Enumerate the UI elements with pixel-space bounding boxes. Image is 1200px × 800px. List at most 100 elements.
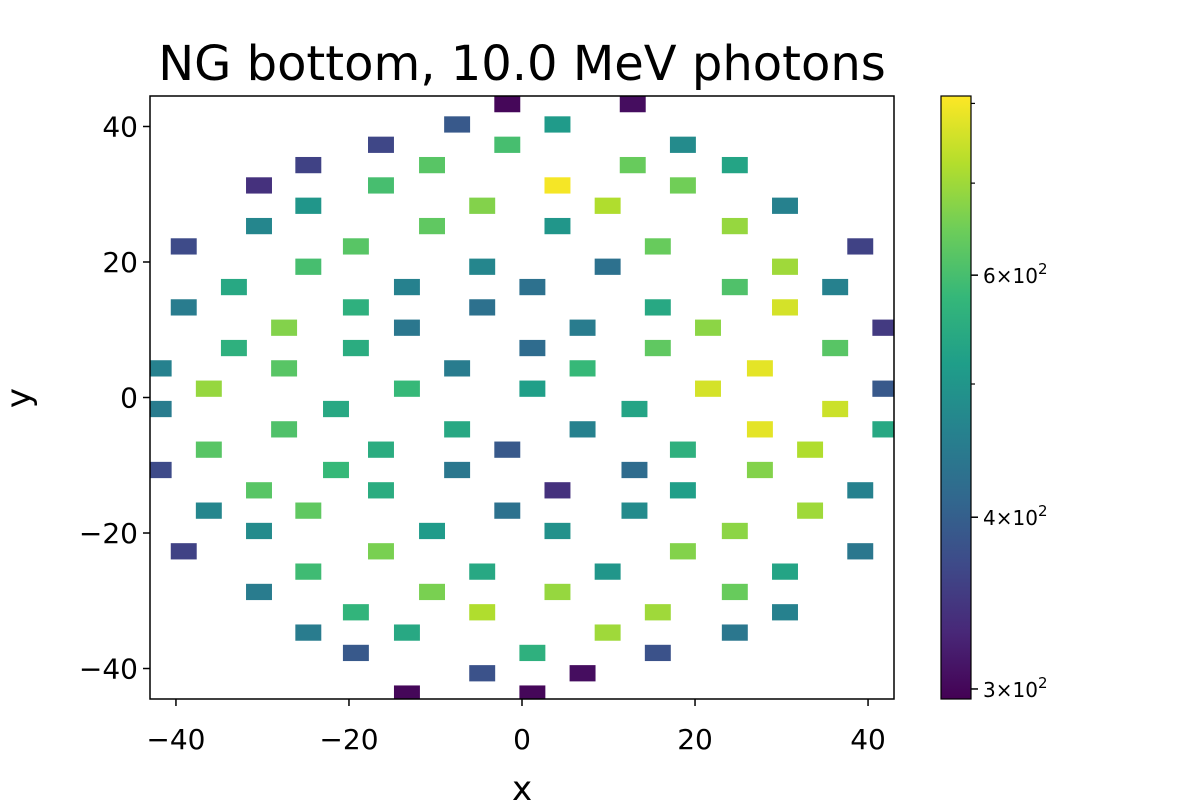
heatmap-cell — [295, 502, 322, 519]
heatmap-cell — [393, 685, 420, 699]
heatmap-cell — [295, 156, 322, 174]
heatmap-cell — [695, 380, 721, 397]
colorbar-tick-label: 3×102 — [983, 674, 1047, 702]
heatmap-cell — [797, 441, 824, 458]
heatmap-cell — [393, 624, 420, 641]
heatmap-cell — [772, 258, 798, 275]
heatmap-cell — [669, 177, 696, 194]
heatmap-cell — [544, 116, 571, 133]
heatmap-cell — [419, 583, 446, 601]
heatmap-cell — [295, 258, 322, 275]
heatmap-cell — [544, 583, 571, 601]
heatmap-cell — [271, 421, 298, 438]
plot-area — [150, 96, 894, 699]
heatmap-cell — [544, 177, 571, 194]
heatmap-cell — [746, 360, 773, 377]
heatmap-cell — [644, 299, 671, 316]
heatmap-cell — [220, 278, 247, 296]
heatmap-cell — [594, 258, 621, 275]
heatmap-cell — [419, 522, 446, 540]
heatmap-cell — [669, 543, 696, 560]
heatmap-cell — [271, 319, 298, 336]
heatmap-cell — [746, 421, 773, 438]
heatmap-cell — [170, 238, 197, 255]
heatmap-cell — [469, 604, 496, 621]
heatmap-cell — [519, 644, 546, 662]
heatmap-cell — [797, 502, 824, 519]
heatmap-cell — [621, 461, 648, 479]
heatmap-cell — [323, 461, 349, 479]
heatmap-cell — [271, 360, 298, 377]
heatmap-cell — [721, 156, 748, 174]
heatmap-cell — [847, 543, 874, 560]
heatmap-cell — [246, 583, 272, 601]
heatmap-cell — [772, 197, 798, 214]
heatmap-cell — [594, 563, 621, 580]
heatmap-cell — [494, 502, 521, 519]
heatmap-cell — [368, 543, 394, 560]
heatmap-cell — [295, 197, 322, 214]
x-tick-label: −40 — [146, 723, 205, 756]
heatmap-cell — [195, 380, 222, 397]
heatmap-cell — [393, 278, 420, 296]
heatmap-cell — [246, 522, 272, 540]
y-tick-label: 40 — [102, 110, 138, 143]
colorbar-ticks: 3×102 4×102 6×102 — [971, 102, 1047, 702]
heatmap-cell — [669, 482, 696, 499]
heatmap-cell — [644, 644, 671, 662]
colorbar-tick-label: 4×102 — [983, 502, 1047, 530]
heatmap-cell — [323, 400, 349, 418]
heatmap-cell — [621, 400, 648, 418]
x-tick-label: 0 — [513, 723, 531, 756]
x-tick-label: −20 — [319, 723, 378, 756]
y-tick-label: −20 — [79, 517, 138, 550]
heatmap-cell — [150, 400, 172, 418]
heatmap-cell — [195, 441, 222, 458]
heatmap-cell — [469, 563, 496, 580]
heatmap-cell — [695, 319, 721, 336]
heatmap-cell — [847, 482, 874, 499]
heatmap-cell — [619, 96, 646, 113]
heatmap-cell — [342, 604, 369, 621]
heatmap-cell — [220, 339, 247, 357]
heatmap-cell — [644, 238, 671, 255]
heatmap-cell — [342, 339, 369, 357]
heatmap-cell — [619, 156, 646, 174]
x-tick-label: 20 — [677, 723, 713, 756]
heatmap-cell — [170, 543, 197, 560]
heatmap-cell — [469, 665, 496, 682]
heatmap-cell — [669, 441, 696, 458]
heatmap-cell — [469, 258, 496, 275]
heatmap-cell — [368, 136, 394, 153]
heatmap-cell — [368, 482, 394, 499]
x-tick-label: 40 — [850, 723, 886, 756]
heatmap-cell — [772, 299, 798, 316]
heatmap-cell — [444, 461, 471, 479]
heatmap-cell — [519, 339, 546, 357]
heatmap-cell — [342, 299, 369, 316]
heatmap-cell — [246, 177, 272, 194]
y-tick-label: −40 — [79, 653, 138, 686]
heatmap-cell — [594, 624, 621, 641]
heatmap-cell — [469, 299, 496, 316]
heatmap-cell — [594, 197, 621, 214]
heatmap-cell — [444, 116, 471, 133]
y-tick-label: 0 — [120, 382, 138, 415]
heatmap-cell — [746, 461, 773, 479]
heatmap-cell — [368, 177, 394, 194]
heatmap-cell — [544, 217, 571, 235]
heatmap-cell — [721, 624, 748, 641]
heatmap-cell — [569, 421, 596, 438]
y-axis-label: y — [0, 388, 39, 408]
heatmap-cell — [368, 441, 394, 458]
heatmap-cell — [246, 217, 272, 235]
heatmap-cell — [494, 441, 521, 458]
heatmap-cell — [644, 339, 671, 357]
heatmap-cell — [544, 522, 571, 540]
y-axis: −40 −20 0 20 40 — [79, 110, 150, 686]
heatmap-cell — [872, 421, 894, 438]
heatmap-cell — [569, 360, 596, 377]
chart-title: NG bottom, 10.0 MeV photons — [158, 36, 886, 92]
heatmap-cell — [246, 482, 272, 499]
